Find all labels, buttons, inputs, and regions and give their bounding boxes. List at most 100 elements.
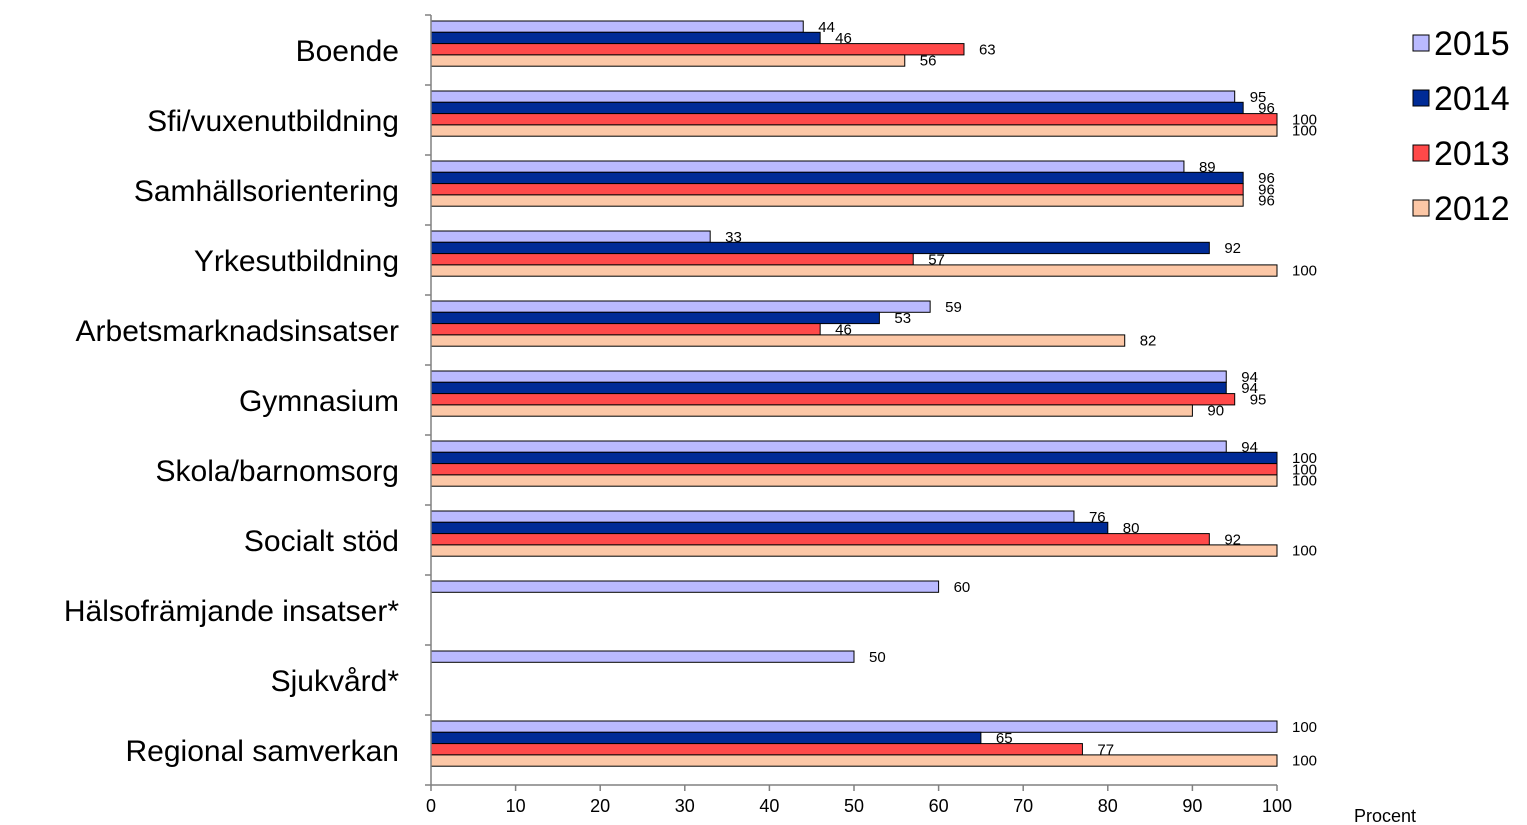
- bar-2015-6: [430, 440, 1227, 453]
- bar-2012-5: [430, 404, 1193, 417]
- bar-2013-3: [430, 253, 914, 266]
- value-label-2015-0: 44: [818, 19, 835, 36]
- bar-2012-1: [430, 124, 1278, 137]
- value-label-2013-4: 46: [835, 321, 852, 338]
- bar-2015-9: [430, 650, 855, 663]
- value-label-2012-0: 56: [920, 53, 937, 70]
- category-label-6: Skola/barnomsorg: [156, 455, 399, 488]
- bar-2015-1: [430, 90, 1236, 103]
- legend-label-2013: 2013: [1434, 135, 1510, 173]
- value-label-2015-10: 100: [1292, 719, 1317, 736]
- value-label-2013-1: 100: [1292, 111, 1317, 128]
- category-label-0: Boende: [296, 35, 399, 68]
- bar-2014-1: [430, 101, 1244, 115]
- x-tick-label-4: 40: [759, 796, 779, 816]
- value-label-2012-1: 100: [1292, 123, 1317, 140]
- bar-2014-0: [430, 31, 821, 45]
- legend-swatch-2013: [1412, 144, 1430, 162]
- category-label-10: Regional samverkan: [126, 735, 399, 768]
- legend-swatch-2015: [1412, 34, 1430, 52]
- value-label-2014-3: 92: [1224, 240, 1241, 257]
- value-label-2015-9: 50: [869, 649, 886, 666]
- value-label-2012-4: 82: [1140, 333, 1157, 350]
- x-tick-label-6: 60: [929, 796, 949, 816]
- value-label-2013-6: 100: [1292, 461, 1317, 478]
- x-tick-label-9: 90: [1182, 796, 1202, 816]
- bars-group: [430, 20, 1278, 767]
- bar-2012-10: [430, 754, 1278, 767]
- value-label-2015-8: 60: [954, 579, 971, 596]
- bar-2013-10: [430, 743, 1083, 756]
- value-label-2013-7: 92: [1224, 531, 1241, 548]
- bar-2014-10: [430, 731, 982, 745]
- value-label-2014-7: 80: [1123, 520, 1140, 537]
- value-label-2015-6: 94: [1241, 439, 1258, 456]
- value-label-2012-10: 100: [1292, 753, 1317, 770]
- value-label-2013-5: 95: [1250, 391, 1267, 408]
- bar-2013-2: [430, 183, 1244, 196]
- value-label-2015-4: 59: [945, 299, 962, 316]
- legend-label-2014: 2014: [1434, 80, 1510, 118]
- value-label-2015-5: 94: [1241, 369, 1258, 386]
- value-label-2014-4: 53: [894, 310, 911, 327]
- bar-2014-2: [430, 171, 1244, 185]
- bar-2014-3: [430, 241, 1210, 255]
- value-label-2015-2: 89: [1199, 159, 1216, 176]
- category-label-2: Samhällsorientering: [134, 175, 399, 208]
- category-labels: Boende Sfi/vuxenutbildning Samhällsoriente…: [64, 35, 399, 768]
- bar-2014-4: [430, 311, 880, 325]
- legend-swatch-2014: [1412, 89, 1430, 107]
- bar-2012-0: [430, 54, 906, 67]
- bar-2013-5: [430, 393, 1236, 406]
- value-label-2013-3: 57: [928, 251, 945, 268]
- x-tick-label-10: 100: [1262, 796, 1292, 816]
- bar-2014-6: [430, 451, 1278, 465]
- bar-2015-3: [430, 230, 711, 243]
- x-tick-label-5: 50: [844, 796, 864, 816]
- bar-2014-7: [430, 521, 1109, 535]
- bar-2012-2: [430, 194, 1244, 207]
- x-tick-label-1: 10: [506, 796, 526, 816]
- value-label-2014-6: 100: [1292, 450, 1317, 467]
- bar-2013-4: [430, 323, 821, 336]
- value-label-2013-2: 96: [1258, 181, 1275, 198]
- bar-2013-0: [430, 43, 965, 56]
- category-label-4: Arbetsmarknadsinsatser: [76, 315, 399, 348]
- x-tick-label-8: 80: [1098, 796, 1118, 816]
- value-label-2012-7: 100: [1292, 543, 1317, 560]
- bar-2013-7: [430, 533, 1210, 546]
- x-tick-label-3: 30: [675, 796, 695, 816]
- bar-2012-4: [430, 334, 1126, 347]
- legend-label-2015: 2015: [1434, 25, 1510, 63]
- bar-2012-7: [430, 544, 1278, 557]
- value-label-2014-10: 65: [996, 730, 1013, 747]
- bar-2014-5: [430, 381, 1227, 395]
- bar-2013-6: [430, 463, 1278, 476]
- x-tick-label-0: 0: [426, 796, 436, 816]
- bar-2012-3: [430, 264, 1278, 277]
- bar-2015-10: [430, 720, 1278, 733]
- category-label-8: Hälsofrämjande insatser*: [64, 595, 399, 628]
- value-label-2012-2: 96: [1258, 193, 1275, 210]
- category-label-7: Socialt stöd: [244, 525, 399, 558]
- value-label-2014-0: 46: [835, 30, 852, 47]
- bar-2015-4: [430, 300, 931, 313]
- bar-2013-1: [430, 113, 1278, 126]
- value-label-2014-1: 96: [1258, 100, 1275, 117]
- value-label-2012-6: 100: [1292, 473, 1317, 490]
- legend: 2015 2014 2013 2012: [1412, 25, 1510, 228]
- bar-2012-6: [430, 474, 1278, 487]
- legend-swatch-2012: [1412, 199, 1430, 217]
- bar-2015-7: [430, 510, 1075, 523]
- value-label-2013-10: 77: [1097, 741, 1114, 758]
- category-label-9: Sjukvård*: [271, 665, 400, 698]
- value-labels: 4446635695961001008996969633925710059534…: [725, 19, 1317, 770]
- value-label-2013-0: 63: [979, 41, 996, 58]
- legend-label-2012: 2012: [1434, 190, 1510, 228]
- category-label-5: Gymnasium: [239, 385, 399, 418]
- value-label-2015-7: 76: [1089, 509, 1106, 526]
- bar-2015-8: [430, 580, 940, 593]
- bar-2015-2: [430, 160, 1185, 173]
- category-label-3: Yrkesutbildning: [194, 245, 399, 278]
